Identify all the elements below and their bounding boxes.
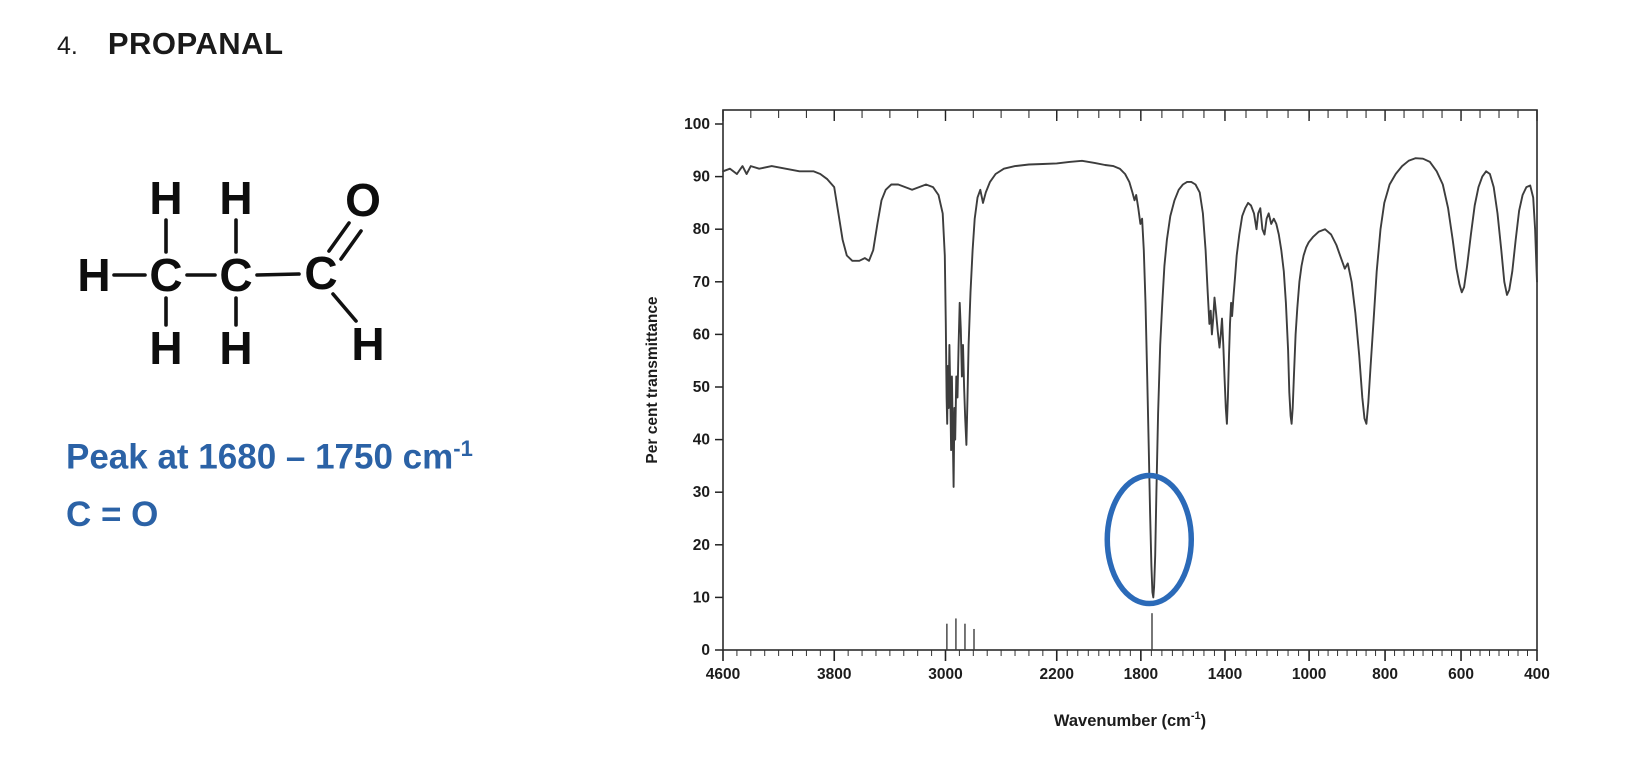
atom-label-C: C: [304, 247, 337, 299]
atom-label-O: O: [345, 174, 381, 226]
atom-label-C: C: [149, 249, 182, 301]
peak-annotation-text: Peak at 1680 – 1750 cm: [66, 437, 454, 477]
y-tick-label: 70: [693, 274, 710, 291]
x-tick-label: 4600: [706, 666, 740, 683]
spectrum-line: [722, 157, 1538, 599]
x-tick-label: 800: [1372, 666, 1398, 683]
superscript-exponent: -1: [453, 436, 473, 461]
ir-spectrum-chart: Per cent transmittance Wavenumber (cm-1)…: [644, 109, 1550, 730]
bond: [327, 221, 351, 253]
atom-label-H: H: [351, 318, 384, 370]
peak-annotation: Peak at 1680 – 1750 cm-1: [66, 438, 473, 475]
bond: [255, 272, 301, 277]
x-axis-title-main: Wavenumber (cm: [1054, 712, 1191, 730]
y-tick-label: 0: [701, 642, 710, 659]
x-tick-label: 1400: [1208, 666, 1242, 683]
atom-label-H: H: [219, 322, 252, 374]
bond-annotation: C = O: [66, 494, 159, 534]
atom-label-H: H: [149, 322, 182, 374]
bond: [339, 229, 363, 261]
y-tick-label: 80: [693, 221, 710, 238]
x-tick-label: 2200: [1039, 666, 1073, 683]
header: 4. PROPANAL: [57, 26, 284, 62]
y-tick-label: 100: [684, 116, 710, 133]
item-number: 4.: [57, 32, 78, 60]
atom-label-H: H: [77, 249, 110, 301]
x-tick-label: 1800: [1124, 666, 1158, 683]
x-tick-label: 3800: [817, 666, 851, 683]
x-tick-label: 600: [1448, 666, 1474, 683]
page-title: PROPANAL: [107, 26, 284, 61]
atom-label-C: C: [219, 249, 252, 301]
ir-spectrum-figure: Per cent transmittance Wavenumber (cm-1)…: [640, 85, 1590, 755]
plot-border: [722, 109, 1538, 651]
y-tick-label: 40: [693, 432, 710, 449]
y-tick-label: 90: [693, 169, 710, 186]
x-tick-label: 400: [1524, 666, 1550, 683]
x-tick-label: 3000: [928, 666, 962, 683]
molecule-structure-diagram: H C C CH H OH H H: [77, 172, 384, 374]
annotation-block: Peak at 1680 – 1750 cm-1 C = O: [66, 438, 473, 554]
y-tick-label: 10: [693, 589, 710, 606]
y-tick-label: 30: [693, 484, 710, 501]
x-axis-title-sup: -1: [1191, 710, 1201, 722]
bond: [331, 292, 358, 323]
y-tick-label: 20: [693, 537, 710, 554]
x-tick-label: 1000: [1292, 666, 1326, 683]
y-tick-label: 50: [693, 379, 710, 396]
atom-label-H: H: [149, 172, 182, 224]
highlight-ellipse: [1104, 472, 1195, 607]
y-axis-title: Per cent transmittance: [644, 296, 661, 463]
y-tick-label: 60: [693, 326, 710, 343]
x-axis-title: Wavenumber (cm-1): [1054, 710, 1206, 730]
atom-label-H: H: [219, 172, 252, 224]
x-axis-title-end: ): [1201, 712, 1207, 730]
